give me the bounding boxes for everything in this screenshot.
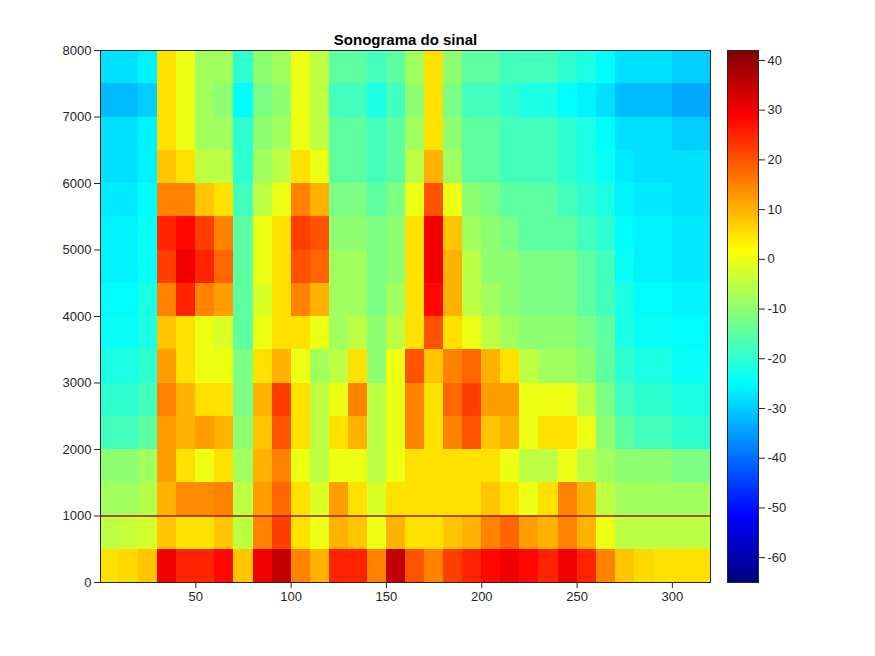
- svg-text:100: 100: [280, 589, 302, 604]
- svg-text:6000: 6000: [63, 176, 92, 191]
- svg-text:7000: 7000: [63, 109, 92, 124]
- svg-text:0: 0: [768, 251, 775, 266]
- svg-text:8000: 8000: [63, 43, 92, 58]
- svg-text:-20: -20: [768, 351, 787, 366]
- svg-text:2000: 2000: [63, 442, 92, 457]
- svg-text:0: 0: [84, 575, 91, 590]
- svg-text:200: 200: [471, 589, 493, 604]
- svg-text:3000: 3000: [63, 375, 92, 390]
- svg-text:300: 300: [662, 589, 684, 604]
- svg-text:-10: -10: [768, 301, 787, 316]
- svg-text:5000: 5000: [63, 242, 92, 257]
- svg-text:Sonograma do sinal: Sonograma do sinal: [334, 31, 477, 48]
- svg-text:-30: -30: [768, 401, 787, 416]
- svg-text:-50: -50: [768, 500, 787, 515]
- svg-text:4000: 4000: [63, 309, 92, 324]
- svg-text:-40: -40: [768, 450, 787, 465]
- svg-text:-60: -60: [768, 550, 787, 565]
- svg-text:1000: 1000: [63, 508, 92, 523]
- svg-text:30: 30: [768, 102, 782, 117]
- svg-text:50: 50: [189, 589, 203, 604]
- svg-text:20: 20: [768, 152, 782, 167]
- svg-text:250: 250: [566, 589, 588, 604]
- svg-text:40: 40: [768, 53, 782, 68]
- svg-text:10: 10: [768, 202, 782, 217]
- svg-text:150: 150: [376, 589, 398, 604]
